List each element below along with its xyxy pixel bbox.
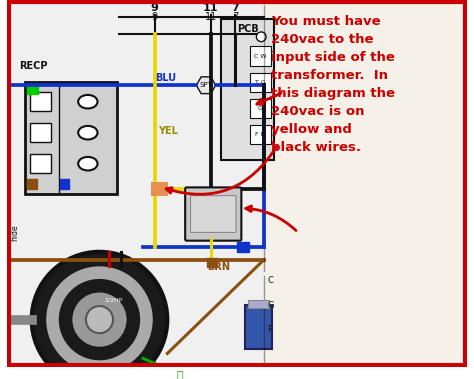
Bar [30, 92, 51, 111]
Text: 7: 7 [231, 3, 239, 13]
Text: C W: C W [254, 54, 266, 59]
Bar [250, 47, 271, 66]
Text: 7: 7 [232, 13, 238, 22]
Bar [250, 125, 271, 144]
Bar [245, 305, 272, 349]
Text: F R: F R [255, 132, 265, 137]
FancyBboxPatch shape [191, 196, 236, 232]
Bar [237, 242, 249, 252]
Bar [250, 99, 271, 118]
Text: G: G [267, 301, 273, 310]
Text: BRN: BRN [207, 262, 230, 273]
Bar [25, 82, 117, 194]
Circle shape [256, 32, 266, 42]
Bar [30, 123, 51, 143]
Circle shape [32, 252, 167, 379]
Text: RECP: RECP [19, 61, 47, 71]
Text: PCB: PCB [237, 24, 258, 34]
Circle shape [86, 306, 113, 333]
Ellipse shape [78, 157, 98, 171]
Bar [27, 179, 36, 189]
Text: T G: T G [255, 80, 265, 85]
Text: You must have
240vac to the
input side of the
transformer.  In
this diagram the
: You must have 240vac to the input side o… [271, 14, 395, 153]
Bar [207, 258, 217, 267]
Bar [264, 0, 466, 367]
Text: C: C [267, 276, 273, 285]
Bar [60, 179, 70, 189]
Text: 9: 9 [152, 13, 158, 22]
Ellipse shape [78, 126, 98, 139]
Bar [247, 300, 269, 308]
Text: ⏚: ⏚ [176, 371, 183, 379]
Bar [151, 182, 168, 196]
Text: 11: 11 [203, 3, 219, 13]
Bar [220, 19, 274, 160]
Text: 9: 9 [151, 3, 159, 13]
Circle shape [59, 279, 140, 360]
Text: YEL: YEL [157, 126, 177, 136]
Text: G: G [258, 106, 263, 111]
Text: 1/2HP: 1/2HP [105, 298, 123, 303]
Ellipse shape [78, 95, 98, 108]
Text: hide: hide [11, 224, 20, 241]
Bar [8, 0, 264, 367]
Text: BLU: BLU [155, 74, 176, 83]
Bar [30, 154, 51, 173]
Circle shape [46, 266, 153, 373]
Text: F: F [267, 325, 272, 334]
Bar [250, 73, 271, 92]
Text: SPT: SPT [200, 82, 212, 88]
Circle shape [73, 293, 127, 347]
Text: 11: 11 [205, 13, 217, 22]
Bar [27, 84, 38, 94]
FancyBboxPatch shape [185, 187, 241, 241]
